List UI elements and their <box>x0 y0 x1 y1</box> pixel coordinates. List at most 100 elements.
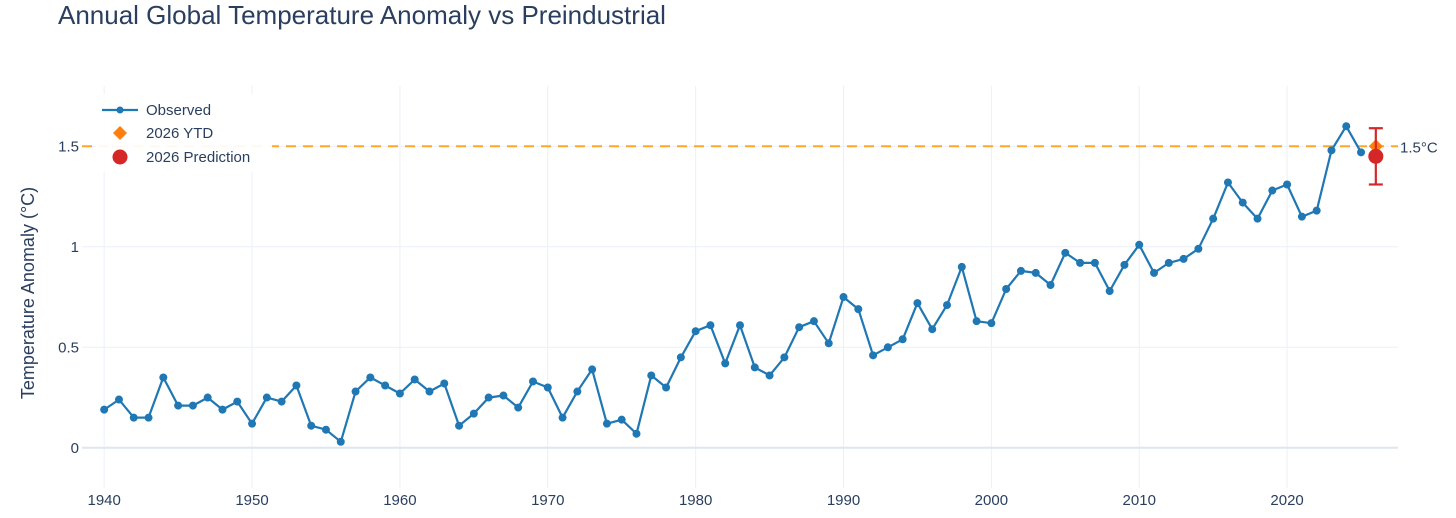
observed-point[interactable] <box>114 395 123 404</box>
grid-layer <box>82 86 1398 488</box>
observed-point[interactable] <box>1002 285 1011 294</box>
x-tick-label: 2010 <box>1123 492 1156 509</box>
observed-point[interactable] <box>218 405 227 414</box>
observed-point[interactable] <box>1283 180 1292 189</box>
observed-point[interactable] <box>691 327 700 336</box>
observed-point[interactable] <box>469 409 478 418</box>
observed-point[interactable] <box>869 351 878 360</box>
observed-point[interactable] <box>558 413 567 422</box>
observed-point[interactable] <box>188 401 197 410</box>
observed-point[interactable] <box>203 393 212 402</box>
observed-point[interactable] <box>647 371 656 380</box>
observed-point[interactable] <box>1120 260 1129 269</box>
observed-point[interactable] <box>514 403 523 412</box>
observed-point[interactable] <box>455 421 464 430</box>
observed-point[interactable] <box>1342 122 1351 131</box>
observed-point[interactable] <box>1238 198 1247 207</box>
observed-point[interactable] <box>321 425 330 434</box>
observed-point[interactable] <box>395 389 404 398</box>
observed-point[interactable] <box>573 387 582 396</box>
observed-point[interactable] <box>1209 214 1218 223</box>
observed-point[interactable] <box>883 343 892 352</box>
observed-point[interactable] <box>381 381 390 390</box>
observed-point[interactable] <box>957 262 966 271</box>
observed-point[interactable] <box>809 317 818 326</box>
observed-point[interactable] <box>928 325 937 334</box>
observed-point[interactable] <box>1076 258 1085 267</box>
observed-point[interactable] <box>1268 186 1277 195</box>
observed-point[interactable] <box>632 429 641 438</box>
observed-point[interactable] <box>1031 268 1040 277</box>
observed-point[interactable] <box>336 437 345 446</box>
observed-point[interactable] <box>943 301 952 310</box>
observed-point[interactable] <box>1297 212 1306 221</box>
observed-point[interactable] <box>662 383 671 392</box>
observed-point[interactable] <box>233 397 242 406</box>
observed-point[interactable] <box>795 323 804 332</box>
observed-point[interactable] <box>528 377 537 386</box>
observed-point[interactable] <box>721 359 730 368</box>
observed-point[interactable] <box>854 305 863 314</box>
x-tick-label: 1980 <box>679 492 712 509</box>
observed-point[interactable] <box>499 391 508 400</box>
observed-point[interactable] <box>1164 258 1173 267</box>
observed-point[interactable] <box>602 419 611 428</box>
observed-point[interactable] <box>425 387 434 396</box>
observed-point[interactable] <box>588 365 597 374</box>
observed-point[interactable] <box>1179 254 1188 263</box>
observed-point[interactable] <box>410 375 419 384</box>
observed-point[interactable] <box>1194 244 1203 253</box>
observed-point[interactable] <box>543 383 552 392</box>
y-tick-label: 0 <box>71 440 79 457</box>
observed-point[interactable] <box>366 373 375 382</box>
observed-point[interactable] <box>440 379 449 388</box>
observed-point[interactable] <box>129 413 138 422</box>
observed-point[interactable] <box>736 321 744 330</box>
observed-point[interactable] <box>1090 258 1099 267</box>
legend-prediction-label[interactable]: 2026 Prediction <box>146 149 250 166</box>
observed-point[interactable] <box>839 293 848 302</box>
observed-point[interactable] <box>676 353 685 362</box>
observed-point[interactable] <box>913 299 922 308</box>
observed-point[interactable] <box>1105 287 1114 296</box>
observed-point[interactable] <box>292 381 301 390</box>
observed-point[interactable] <box>1357 148 1366 157</box>
observed-point[interactable] <box>765 371 774 380</box>
observed-point[interactable] <box>1046 280 1055 289</box>
observed-point[interactable] <box>1061 248 1070 257</box>
legend[interactable]: Observed 2026 YTD 2026 Prediction <box>96 94 272 172</box>
observed-point[interactable] <box>307 421 316 430</box>
observed-point[interactable] <box>898 335 907 344</box>
observed-point[interactable] <box>1016 266 1025 275</box>
observed-point[interactable] <box>159 373 168 382</box>
observed-point[interactable] <box>484 393 493 402</box>
observed-point[interactable] <box>174 401 183 410</box>
reference-line-label: 1.5°C <box>1400 139 1438 156</box>
observed-point[interactable] <box>617 415 626 424</box>
observed-line <box>103 125 1362 443</box>
observed-point[interactable] <box>1150 268 1159 277</box>
observed-point[interactable] <box>248 419 257 428</box>
observed-point[interactable] <box>706 321 715 330</box>
legend-ytd-label[interactable]: 2026 YTD <box>146 125 213 142</box>
observed-point[interactable] <box>780 353 789 362</box>
observed-point[interactable] <box>144 413 153 422</box>
observed-point[interactable] <box>824 339 833 348</box>
observed-point[interactable] <box>351 387 360 396</box>
observed-point[interactable] <box>987 319 996 328</box>
observed-point[interactable] <box>1135 240 1144 249</box>
x-tick-label: 2020 <box>1270 492 1303 509</box>
observed-point[interactable] <box>972 317 981 326</box>
observed-point[interactable] <box>1223 178 1232 187</box>
observed-point[interactable] <box>1253 214 1262 223</box>
prediction-point[interactable] <box>1368 148 1384 164</box>
observed-point[interactable] <box>750 363 759 372</box>
legend-observed-label[interactable]: Observed <box>146 102 211 119</box>
observed-point[interactable] <box>262 393 271 402</box>
observed-point[interactable] <box>277 397 286 406</box>
y-tick-label: 1 <box>71 239 79 256</box>
observed-point[interactable] <box>1327 146 1336 155</box>
observed-point[interactable] <box>1312 206 1321 215</box>
observed-point[interactable] <box>100 405 109 414</box>
